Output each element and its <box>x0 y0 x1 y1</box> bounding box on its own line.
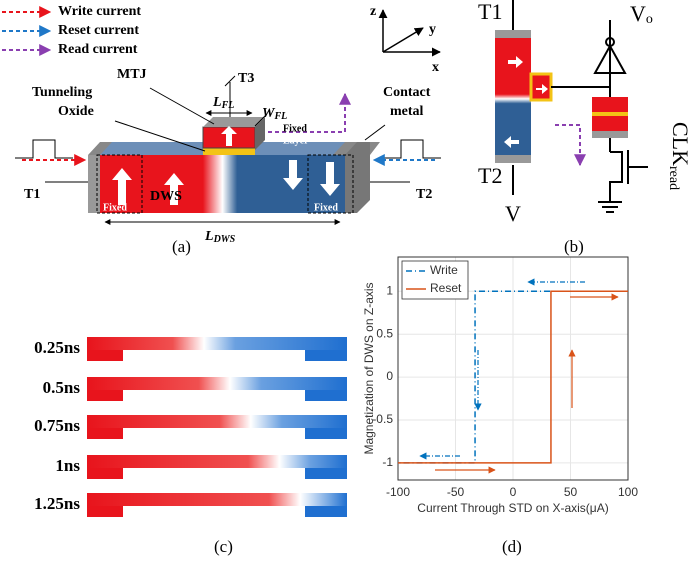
y-tick-label: 0 <box>386 369 393 383</box>
dws-fixed <box>305 390 347 401</box>
y-tick-label: -1 <box>382 455 393 469</box>
caption: (c) <box>214 537 233 556</box>
time-label: 0.75ns <box>34 416 80 435</box>
axis-label: x <box>432 60 439 75</box>
dws-fixed <box>305 350 347 361</box>
label-t1: T1 <box>24 187 40 202</box>
dws-fixed <box>87 350 123 361</box>
label-vo: Vo <box>630 1 653 27</box>
legend-text: Write current <box>58 4 141 19</box>
y-tick-label: 1 <box>386 283 393 297</box>
mtj <box>531 74 551 100</box>
read-path <box>555 125 580 165</box>
label-contact: Contact <box>383 85 431 100</box>
cap <box>592 131 628 138</box>
ref-oxide <box>592 112 628 116</box>
legend-label: Reset <box>430 281 462 295</box>
dws-column <box>495 38 531 155</box>
label-ldws: LDWS <box>204 229 236 245</box>
label-wfl: WFL <box>262 106 287 122</box>
axis-y <box>383 28 423 52</box>
label-fixed-layer: Fixed <box>283 123 307 134</box>
dws-fixed <box>87 468 123 479</box>
x-tick-label: 50 <box>564 485 578 499</box>
mtj-leader <box>150 88 214 124</box>
contact-right <box>345 142 370 213</box>
time-label: 0.25ns <box>34 338 80 357</box>
label-contact: metal <box>390 104 424 119</box>
dws-gap <box>123 350 305 361</box>
label-t3: T3 <box>238 71 254 86</box>
caption: (a) <box>172 237 191 256</box>
dws-fixed <box>305 506 347 517</box>
panel-a: Write current Reset current Read current… <box>2 4 441 256</box>
caption: (b) <box>564 237 584 256</box>
panel-b: T1 Vo T2 V CLKread (b) <box>478 0 693 256</box>
dws-gap <box>123 506 305 517</box>
pulse-right <box>383 140 441 158</box>
dws-fixed <box>87 506 123 517</box>
axis-label: y <box>429 22 436 37</box>
label-fixed-layer: Layer <box>283 135 309 146</box>
x-axis-label: Current Through STD on X-axis(μA) <box>417 501 608 515</box>
time-label: 1.25ns <box>34 494 80 513</box>
label-lfl: LFL <box>212 95 234 111</box>
time-label: 1ns <box>55 456 80 475</box>
label-t2: T2 <box>416 187 432 202</box>
contact-left <box>88 155 100 213</box>
legend-text: Reset current <box>58 23 139 38</box>
y-axis-label: Magnetization of DWS on Z-axis <box>362 282 376 454</box>
dws-fixed <box>305 428 347 439</box>
caption: (d) <box>502 537 522 556</box>
dws-gap <box>123 468 305 479</box>
axis-label: z <box>370 4 376 19</box>
label-v: V <box>505 201 521 226</box>
x-tick-label: 100 <box>618 485 638 499</box>
label-dws: DWS <box>150 189 182 204</box>
pulse-left <box>15 140 73 158</box>
x-tick-label: -50 <box>447 485 465 499</box>
dws-fixed <box>305 468 347 479</box>
y-tick-label: 0.5 <box>376 326 393 340</box>
dws-fixed <box>87 428 123 439</box>
label-fixed: Fixed <box>103 202 127 213</box>
label-fixed: Fixed <box>314 202 338 213</box>
legend-text: Read current <box>58 42 138 57</box>
dws-gap <box>123 428 305 439</box>
contact-leader <box>365 125 385 140</box>
x-tick-label: 0 <box>510 485 517 499</box>
tunneling-oxide <box>203 148 255 155</box>
figure: Write current Reset current Read current… <box>0 0 699 561</box>
label-t1: T1 <box>478 0 502 24</box>
dws-gap <box>123 390 305 401</box>
time-label: 0.5ns <box>43 378 81 397</box>
transistor <box>610 152 622 202</box>
panel-c: (c) 0.25ns 0.5ns 0.75ns 1ns 1.25ns <box>34 337 347 556</box>
cap <box>495 30 531 38</box>
label-t2: T2 <box>478 163 502 188</box>
label-oxide: Tunneling <box>32 85 92 100</box>
dws-fixed <box>87 390 123 401</box>
label-mtj: MTJ <box>117 67 147 82</box>
x-tick-label: -100 <box>386 485 410 499</box>
label-clk: CLKread <box>666 122 693 190</box>
cap <box>495 155 531 163</box>
label-oxide: Oxide <box>58 104 94 119</box>
legend-label: Write <box>430 263 458 277</box>
